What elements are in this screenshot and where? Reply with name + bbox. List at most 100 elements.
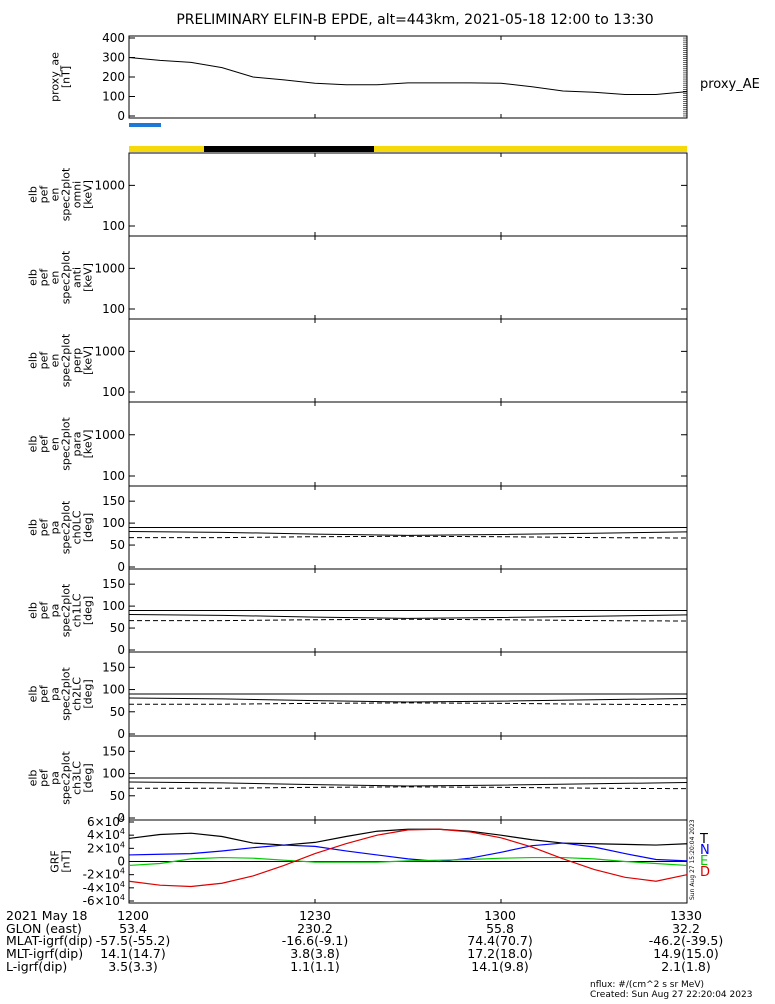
tick-exponent: 4 (120, 840, 125, 849)
y-axis-label-part: pa (49, 521, 62, 535)
y-tick-label: 100 (102, 516, 125, 530)
y-tick-label: 150 (102, 494, 125, 508)
panel-frame (128, 35, 688, 119)
tick-exponent: 4 (120, 893, 125, 902)
loss-cone-solid-line (128, 530, 688, 536)
y-axis-label-part: spec2plot (60, 250, 73, 304)
table-cell-GLON: 32.2 (672, 921, 700, 936)
table-cell-L: 14.1(9.8) (471, 959, 528, 974)
table-row-label: 2021 May 18 (6, 908, 88, 923)
y-axis-label-part: pef (38, 268, 51, 287)
y-axis-label-part: ch1LC (71, 593, 84, 627)
y-tick-label: -4×104 (83, 880, 125, 895)
y-axis-label-part: pa (49, 604, 62, 618)
orbit-bar (129, 146, 687, 152)
nflux-units: nflux: #/(cm^2 s sr MeV) (590, 980, 704, 990)
y-axis-label-part: pef (38, 185, 51, 204)
y-axis-label-part: [keV] (82, 430, 95, 459)
panel-frame (128, 318, 688, 403)
y-axis-label-part: ch0LC (71, 510, 84, 544)
loss-cone-dashed-line (129, 702, 688, 706)
table-cell-MLAT: -16.6(-9.1) (282, 933, 349, 948)
loss-cone-dashed-line (129, 618, 688, 622)
legend-D: D (700, 865, 710, 880)
series-line-T (128, 828, 688, 846)
y-axis-label-part: [nT] (60, 850, 73, 872)
y-axis-label-part: pef (38, 434, 51, 453)
y-axis-label-part: pef (38, 351, 51, 370)
y-axis-label-part: en (49, 437, 62, 451)
y-tick-label: 0 (117, 643, 125, 657)
y-axis-label-part: en (49, 271, 62, 285)
y-tick-label: 200 (102, 70, 125, 84)
y-axis-label-part: [deg] (82, 513, 95, 542)
legend-N: N (700, 843, 710, 858)
plot-title: PRELIMINARY ELFIN-B EPDE, alt=443km, 202… (176, 12, 653, 28)
y-tick-label: -6×104 (83, 893, 125, 908)
y-tick-label: 100 (102, 683, 125, 697)
series-line-D (128, 828, 688, 888)
y-axis-label-part: elb (27, 686, 40, 703)
table-cell-MLT: 17.2(18.0) (467, 946, 532, 961)
y-tick-label: 0 (117, 855, 125, 869)
side-label: proxy_AE (700, 77, 760, 92)
y-axis-label-part: elb (27, 519, 40, 536)
y-axis-label-part: perp (71, 348, 84, 373)
y-axis-label-part: pa (49, 687, 62, 701)
series-line-E (128, 856, 688, 867)
y-tick-label: 100 (102, 599, 125, 613)
panel-frame (128, 235, 688, 320)
table-row-label: GLON (east) (6, 921, 82, 936)
y-axis-label-part: [keV] (82, 346, 95, 375)
y-axis-label-part: spec2plot (60, 583, 73, 637)
y-tick-label: 150 (102, 660, 125, 674)
y-tick-label: 4×104 (87, 827, 125, 842)
created-timestamp: Created: Sun Aug 27 22:20:04 2023 (590, 990, 752, 1000)
table-cell-GLON: 230.2 (297, 921, 333, 936)
y-axis-label-part: [deg] (82, 596, 95, 625)
y-axis-label-part: spec2plot (60, 167, 73, 221)
y-axis-label-part: ch2LC (71, 677, 84, 711)
table-cell-time: 1200 (117, 908, 149, 923)
y-axis-label-part: en (49, 354, 62, 368)
table-cell-MLAT: 74.4(70.7) (467, 933, 532, 948)
y-tick-label: 0 (117, 560, 125, 574)
y-tick-label: 0 (117, 811, 125, 825)
tick-exponent: 4 (120, 867, 125, 876)
y-axis-label-part: omni (71, 181, 84, 208)
table-cell-time: 1300 (484, 908, 516, 923)
tick-exponent: 4 (120, 880, 125, 889)
y-tick-label: 300 (102, 51, 125, 65)
y-tick-label: 0 (117, 109, 125, 123)
y-axis-label-part: en (49, 188, 62, 202)
y-tick-label: 50 (110, 621, 125, 635)
table-cell-MLAT: -46.2(-39.5) (649, 933, 723, 948)
y-tick-label: 100 (102, 385, 125, 399)
y-tick-label: 0 (117, 727, 125, 741)
y-axis-label-part: spec2plot (60, 417, 73, 471)
panels: proxy_ae[nT]0100200300400proxy_AEelbpefe… (27, 31, 760, 908)
panel-frame (128, 152, 688, 237)
table-cell-L: 3.5(3.3) (108, 959, 158, 974)
y-axis-label-part: proxy_ae (49, 52, 62, 102)
table-cell-MLT: 14.1(14.7) (100, 946, 165, 961)
y-axis-label-part: [keV] (82, 180, 95, 209)
vertical-created-stamp: Sun Aug 27 15:20:04 2023 (689, 819, 696, 900)
orbit-bar-base (129, 146, 687, 152)
proxy-ae-line (128, 57, 688, 96)
y-axis-label-part: elb (27, 602, 40, 619)
y-axis-label-part: [nT] (60, 66, 73, 88)
table-cell-MLAT: -57.5(-55.2) (96, 933, 170, 948)
y-tick-label: 50 (110, 789, 125, 803)
legend-E: E (700, 854, 708, 869)
y-axis-label-part: [deg] (82, 679, 95, 708)
table-row-label: MLAT-igrf(dip) (6, 933, 93, 948)
y-axis-label-part: spec2plot (60, 333, 73, 387)
table-cell-L: 2.1(1.8) (661, 959, 711, 974)
y-axis-label-part: spec2plot (60, 667, 73, 721)
panel-proxy_ae: proxy_ae[nT] 0 100 200 300 400 proxy_AE (49, 31, 760, 123)
